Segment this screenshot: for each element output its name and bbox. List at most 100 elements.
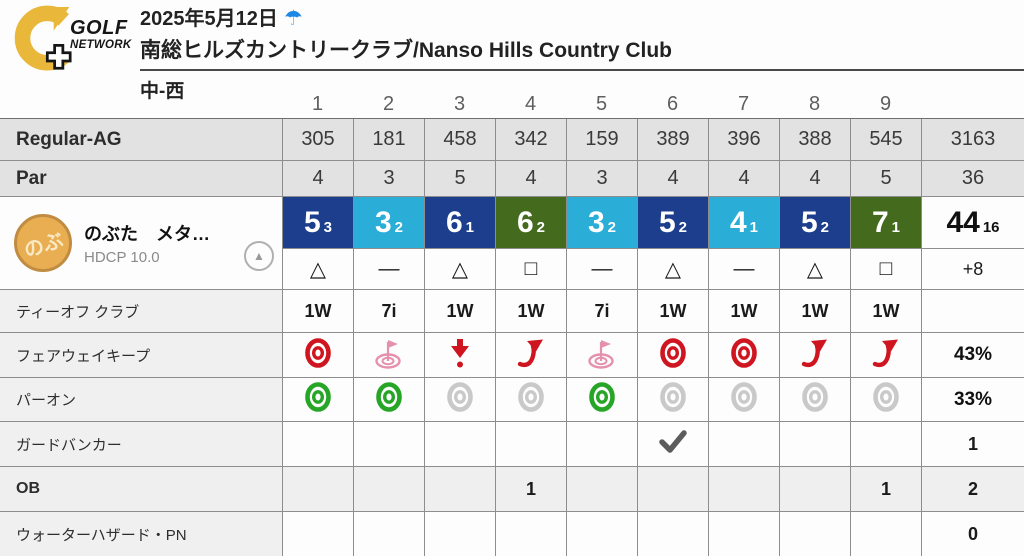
miss-right-icon [871, 337, 901, 374]
hole-value-cell: 7i [353, 290, 424, 332]
row-total-cell: 43% [921, 333, 1024, 377]
hole-value-cell: 388 [779, 119, 850, 160]
score-symbol-cell: — [353, 248, 424, 289]
hole-icon-cell [637, 378, 708, 421]
putt-count: 1 [749, 219, 759, 236]
hole-check-cell [708, 422, 779, 466]
water-hazard-row: ウォーターハザード・PN 0 [0, 512, 1024, 556]
hole-number: 2 [382, 92, 395, 115]
green-hit-icon [303, 381, 333, 418]
hole-value-cell: 4 [779, 161, 850, 196]
putt-count: 2 [536, 219, 546, 236]
hole-value-cell [779, 467, 850, 511]
green-miss-icon [516, 381, 546, 418]
hole-check-cell [424, 422, 495, 466]
score-total-cell: 44 16 [921, 197, 1024, 248]
ob-label: OB [0, 467, 282, 511]
hole-value-cell [424, 512, 495, 556]
score-value: 5 [800, 205, 818, 239]
player-info[interactable]: のぶ のぶた メタ… HDCP 10.0 ▲ [0, 197, 282, 289]
hole-value-cell [566, 467, 637, 511]
hole-value-cell: 342 [495, 119, 566, 160]
putt-count: 1 [465, 219, 475, 236]
putt-count: 2 [820, 219, 830, 236]
hole-value-cell: 305 [282, 119, 353, 160]
hole-value-cell: 5 [850, 161, 921, 196]
hole-icon-cell [850, 333, 921, 377]
green-miss-icon [800, 381, 830, 418]
round-date-line: 2025年5月12日 ☂ [140, 6, 1024, 32]
par-row: Par 4 3 5 4 3 4 4 4 5 36 [0, 161, 1024, 197]
hole-icon-cell [637, 333, 708, 377]
green-hit-icon [587, 381, 617, 418]
row-total-cell: 3163 [921, 119, 1024, 160]
score-symbol-cell: △ [282, 248, 353, 289]
hole-value-cell: 458 [424, 119, 495, 160]
hole-icon-cell [708, 333, 779, 377]
hole-value-cell: 181 [353, 119, 424, 160]
hole-value-cell: 1W [424, 290, 495, 332]
green-miss-icon [658, 381, 688, 418]
putt-count: 3 [323, 219, 333, 236]
score-symbol-cell: □ [495, 248, 566, 289]
row-total-cell [921, 290, 1024, 332]
green-miss-icon [871, 381, 901, 418]
hole-icon-cell [495, 333, 566, 377]
score-value: 5 [303, 205, 321, 239]
hole-value-cell [353, 512, 424, 556]
logo-mark-icon [14, 5, 72, 71]
collapse-toggle-button[interactable]: ▲ [244, 241, 274, 271]
par-on-label: パーオン [0, 378, 282, 421]
hole-value-cell [708, 467, 779, 511]
miss-short-icon [447, 336, 473, 375]
score-value: 6 [445, 205, 463, 239]
hole-icon-cell [282, 378, 353, 421]
putt-count: 2 [678, 219, 688, 236]
miss-right-icon [800, 337, 830, 374]
header: GOLF NETWORK 2025年5月12日 ☂ 南総ヒルズカントリークラブ/N… [0, 0, 1024, 102]
score-symbol-cell: △ [779, 248, 850, 289]
row-total-cell: 36 [921, 161, 1024, 196]
par3-green-flag-icon [585, 336, 619, 375]
hole-value-cell [850, 512, 921, 556]
hole-value-cell: 1W [850, 290, 921, 332]
scorecard-table: Regular-AG 305 181 458 342 159 389 396 388 545 31… [0, 118, 1024, 556]
yardage-row: Regular-AG 305 181 458 342 159 389 396 388 545 31… [0, 119, 1024, 161]
water-hazard-label: ウォーターハザード・PN [0, 512, 282, 556]
hole-value-cell: 1 [850, 467, 921, 511]
score-value: 5 [658, 205, 676, 239]
hole-value-cell: 4 [708, 161, 779, 196]
chevron-up-icon: ▲ [253, 249, 265, 263]
green-miss-icon [445, 381, 475, 418]
hole-icon-cell [708, 378, 779, 421]
hole-number: 9 [879, 92, 892, 115]
hole-value-cell: 5 [424, 161, 495, 196]
par-on-row: パーオン 33% [0, 378, 1024, 422]
avatar[interactable]: のぶ [14, 214, 72, 272]
score-value: 3 [374, 205, 392, 239]
row-total-cell: 33% [921, 378, 1024, 421]
hole-value-cell [566, 512, 637, 556]
hole-value-cell: 4 [637, 161, 708, 196]
hole-value-cell [708, 512, 779, 556]
score-symbol-cell: △ [637, 248, 708, 289]
hole-number: 1 [311, 92, 324, 115]
hole-value-cell: 3 [353, 161, 424, 196]
par3-green-flag-icon [372, 336, 406, 375]
hole-icon-cell [424, 378, 495, 421]
hole-check-cell [566, 422, 637, 466]
score-symbol-cell: □ [850, 248, 921, 289]
hole-value-cell: 3 [566, 161, 637, 196]
fairway-keep-row: フェアウェイキープ 43% [0, 333, 1024, 378]
guard-bunker-label: ガードバンカー [0, 422, 282, 466]
